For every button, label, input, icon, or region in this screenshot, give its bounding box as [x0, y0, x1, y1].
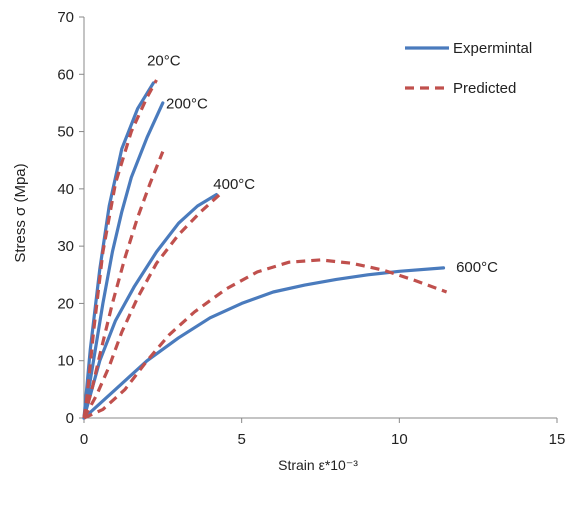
y-tick-label: 30	[57, 238, 74, 255]
temperature-label: 400°C	[213, 176, 255, 193]
x-tick-label: 15	[549, 431, 566, 448]
legend-label-expermintal: Expermintal	[453, 40, 532, 57]
legend-label-predicted: Predicted	[453, 80, 516, 97]
y-tick-label: 40	[57, 181, 74, 198]
y-tick-label: 50	[57, 124, 74, 141]
y-tick-label: 20	[57, 295, 74, 312]
y-tick-label: 70	[57, 9, 74, 26]
x-tick-label: 10	[391, 431, 408, 448]
temperature-label: 600°C	[456, 259, 498, 276]
x-tick-label: 0	[80, 431, 88, 448]
y-tick-label: 0	[66, 410, 74, 427]
y-tick-label: 10	[57, 353, 74, 370]
y-tick-label: 60	[57, 66, 74, 83]
x-axis-label: Strain ε*10⁻³	[278, 457, 358, 473]
temperature-label: 20°C	[147, 53, 181, 70]
temperature-label: 200°C	[166, 96, 208, 113]
x-tick-label: 5	[237, 431, 245, 448]
y-axis-label: Stress σ (Mpa)	[12, 163, 29, 262]
